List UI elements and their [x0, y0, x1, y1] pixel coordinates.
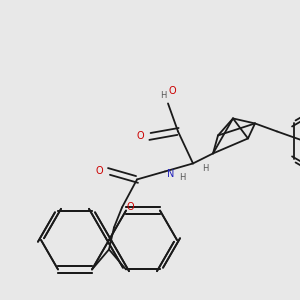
Text: O: O: [168, 86, 176, 96]
Text: H: H: [202, 164, 208, 173]
Text: H: H: [160, 91, 166, 100]
Text: O: O: [136, 131, 144, 141]
Text: O: O: [126, 202, 134, 212]
Text: H: H: [179, 173, 185, 182]
Text: O: O: [95, 167, 103, 176]
Text: N: N: [167, 169, 175, 179]
